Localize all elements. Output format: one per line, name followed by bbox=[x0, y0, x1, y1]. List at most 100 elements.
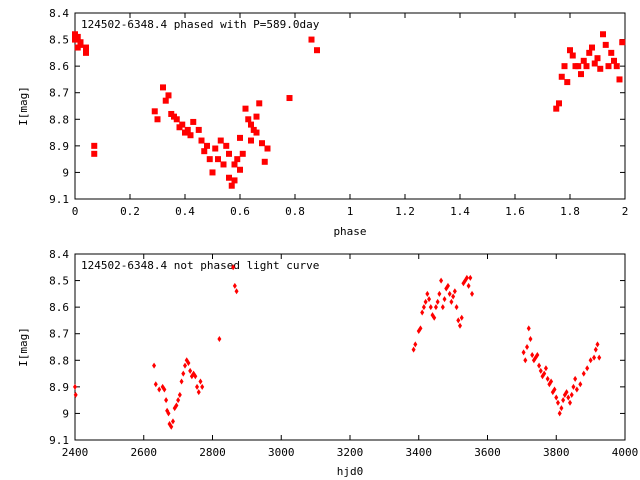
data-point bbox=[232, 282, 237, 289]
data-point bbox=[181, 370, 186, 377]
phased-y-tick-label: 8.7 bbox=[49, 87, 69, 100]
data-point bbox=[179, 121, 186, 128]
data-point bbox=[206, 156, 213, 163]
unphased-x-tick-label: 3200 bbox=[337, 446, 364, 459]
data-point bbox=[439, 277, 444, 284]
data-point bbox=[583, 63, 590, 70]
data-point bbox=[166, 410, 171, 417]
data-point bbox=[521, 349, 526, 356]
data-point bbox=[169, 423, 174, 430]
data-point bbox=[452, 288, 457, 295]
unphased-y-tick-label: 8.4 bbox=[49, 248, 69, 261]
data-point bbox=[253, 113, 260, 120]
data-point bbox=[428, 304, 433, 311]
data-point bbox=[264, 145, 271, 152]
data-point bbox=[558, 73, 565, 80]
data-point bbox=[592, 354, 597, 361]
data-point bbox=[594, 55, 601, 62]
data-point bbox=[564, 79, 571, 86]
phased-y-axis-label: I[mag] bbox=[17, 86, 30, 126]
data-point bbox=[226, 150, 232, 157]
data-point bbox=[183, 362, 187, 369]
data-point bbox=[226, 174, 232, 181]
data-point bbox=[187, 132, 194, 139]
data-point bbox=[411, 346, 416, 353]
data-point bbox=[173, 116, 180, 123]
phased-x-tick-label: 0.8 bbox=[285, 205, 305, 218]
unphased-light-curve-panel: 2400 2600 2800 3000 3200 3400 3600 3800 4000 8.4 8… bbox=[17, 248, 638, 478]
data-point bbox=[575, 63, 582, 70]
data-point bbox=[73, 383, 77, 390]
data-point bbox=[581, 370, 586, 377]
data-point bbox=[525, 344, 530, 350]
unphased-x-tick-label: 4000 bbox=[612, 446, 639, 459]
unphased-x-tick-label: 3400 bbox=[406, 446, 433, 459]
data-point bbox=[413, 341, 418, 348]
phased-light-curve-panel: 0 0.2 0.4 0.6 0.8 1 1.2 1.4 1.6 1.8 2 8.4 8.5 8.6 8.7 8… bbox=[17, 7, 628, 238]
data-point bbox=[432, 314, 437, 321]
data-point bbox=[537, 362, 542, 369]
data-point bbox=[528, 336, 533, 343]
data-point bbox=[234, 156, 241, 163]
data-point bbox=[611, 57, 617, 64]
data-point bbox=[585, 365, 590, 372]
data-point bbox=[553, 105, 560, 112]
data-point bbox=[231, 161, 238, 168]
data-point bbox=[569, 391, 574, 398]
data-point bbox=[466, 282, 471, 289]
data-point bbox=[237, 166, 243, 173]
data-point bbox=[557, 410, 562, 417]
data-point bbox=[256, 100, 263, 107]
data-point bbox=[468, 274, 473, 281]
data-point bbox=[165, 92, 172, 99]
data-point bbox=[605, 63, 612, 70]
data-point bbox=[458, 322, 462, 329]
data-point bbox=[566, 394, 571, 401]
unphased-x-tick-label: 2600 bbox=[131, 446, 158, 459]
data-point bbox=[535, 351, 540, 358]
data-point bbox=[588, 357, 593, 364]
data-point bbox=[198, 137, 205, 144]
data-point bbox=[164, 397, 169, 404]
data-point bbox=[153, 381, 158, 388]
data-point bbox=[217, 336, 222, 343]
data-point bbox=[449, 298, 454, 305]
unphased-y-axis-label: I[mag] bbox=[17, 327, 30, 367]
phased-x-tick-label: 0.6 bbox=[230, 205, 250, 218]
data-point bbox=[162, 97, 169, 104]
phased-y-tick-label: 8.8 bbox=[49, 113, 69, 126]
unphased-x-tick-label: 2800 bbox=[199, 446, 226, 459]
data-point bbox=[239, 150, 246, 157]
data-point bbox=[91, 150, 98, 157]
phased-x-tick-label: 0.2 bbox=[120, 205, 140, 218]
data-point bbox=[569, 52, 576, 59]
data-point bbox=[73, 391, 78, 398]
unphased-x-tick-label: 2400 bbox=[62, 446, 89, 459]
data-point bbox=[231, 264, 236, 271]
data-point bbox=[593, 346, 598, 353]
data-point bbox=[193, 373, 198, 380]
data-point bbox=[608, 49, 615, 56]
phased-x-tick-label: 0.4 bbox=[175, 205, 195, 218]
unphased-x-tick-label: 3000 bbox=[268, 446, 295, 459]
data-point bbox=[198, 378, 203, 385]
data-point bbox=[616, 76, 623, 83]
data-point bbox=[470, 290, 475, 297]
data-point bbox=[526, 325, 531, 332]
data-point bbox=[580, 57, 587, 64]
data-point bbox=[549, 378, 554, 385]
data-point bbox=[209, 169, 216, 176]
data-point bbox=[83, 49, 89, 56]
data-point bbox=[464, 274, 469, 281]
data-point bbox=[421, 304, 426, 311]
data-point bbox=[451, 293, 456, 300]
data-point bbox=[442, 296, 447, 303]
data-point bbox=[597, 65, 604, 72]
phased-x-tick-label: 1.6 bbox=[505, 205, 525, 218]
data-point bbox=[200, 383, 205, 390]
data-point bbox=[195, 383, 200, 390]
data-point bbox=[188, 367, 193, 374]
data-point bbox=[259, 140, 265, 147]
data-point bbox=[456, 317, 461, 324]
phased-x-tick-label: 2 bbox=[622, 205, 629, 218]
